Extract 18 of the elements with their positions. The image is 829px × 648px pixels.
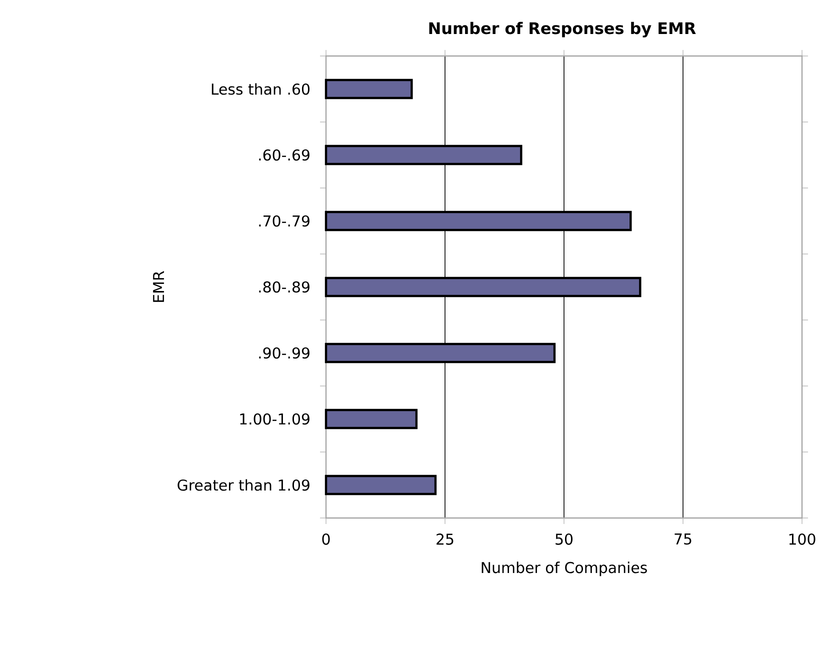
y-tick-label: .80-.89 (259, 281, 310, 293)
y-tick-label: 1.00-1.09 (240, 413, 310, 425)
x-tick-label: 50 (556, 534, 573, 545)
chart-title: Number of Responses by EMR (429, 22, 696, 38)
x-axis-title: Number of Companies (482, 562, 647, 576)
bar (324, 408, 418, 430)
bar (324, 474, 437, 496)
x-tick-label: 25 (436, 534, 454, 545)
y-tick-label: .90-.99 (259, 347, 310, 359)
x-tick-label: 75 (674, 534, 692, 545)
y-tick-label: .70-.79 (259, 215, 310, 227)
y-tick-label: Greater than 1.09 (178, 479, 310, 491)
y-axis-title: EMR (153, 271, 164, 302)
x-tick-label: 0 (322, 534, 330, 545)
y-tick-label: .60-.69 (259, 149, 310, 161)
x-tick-label: 100 (789, 534, 816, 545)
bar (324, 78, 413, 100)
y-tick-label: Less than .60 (212, 83, 310, 95)
